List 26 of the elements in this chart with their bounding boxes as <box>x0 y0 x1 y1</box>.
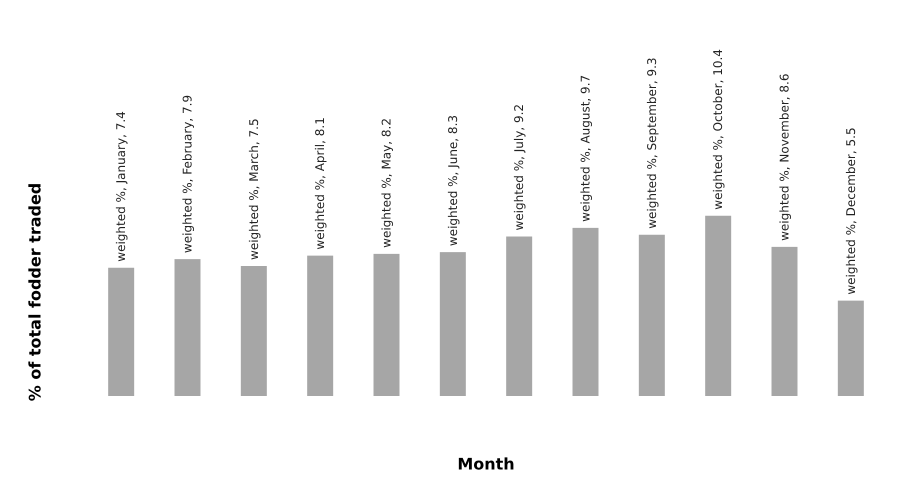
data-label: weighted %, November, 8.6 <box>778 73 792 241</box>
data-label: weighted %, January, 7.4 <box>114 111 128 262</box>
bar <box>374 254 400 396</box>
data-label: weighted %, April, 8.1 <box>313 117 328 250</box>
bar <box>506 236 532 396</box>
data-label: weighted %, July, 9.2 <box>512 104 526 231</box>
bar <box>838 300 864 396</box>
bar <box>638 234 665 396</box>
x-axis-title: Month <box>457 454 515 474</box>
data-label: weighted %, September, 9.3 <box>644 57 659 229</box>
data-label: weighted %, June, 8.3 <box>446 114 460 246</box>
data-label: weighted %, August, 9.7 <box>578 74 592 222</box>
data-label: weighted %, May, 8.2 <box>380 118 394 248</box>
bar <box>440 252 466 396</box>
data-label: weighted %, March, 7.5 <box>246 118 261 260</box>
bar <box>108 268 134 396</box>
bar <box>240 266 267 396</box>
bar <box>705 216 732 396</box>
data-label: weighted %, December, 5.5 <box>844 127 858 295</box>
data-label: weighted %, October, 10.4 <box>711 49 726 210</box>
bar <box>572 228 598 396</box>
y-axis-title: % of total fodder traded <box>26 182 44 402</box>
bar <box>307 256 334 396</box>
bar <box>174 259 200 396</box>
bar <box>772 246 798 396</box>
data-label: weighted %, February, 7.9 <box>180 94 194 254</box>
